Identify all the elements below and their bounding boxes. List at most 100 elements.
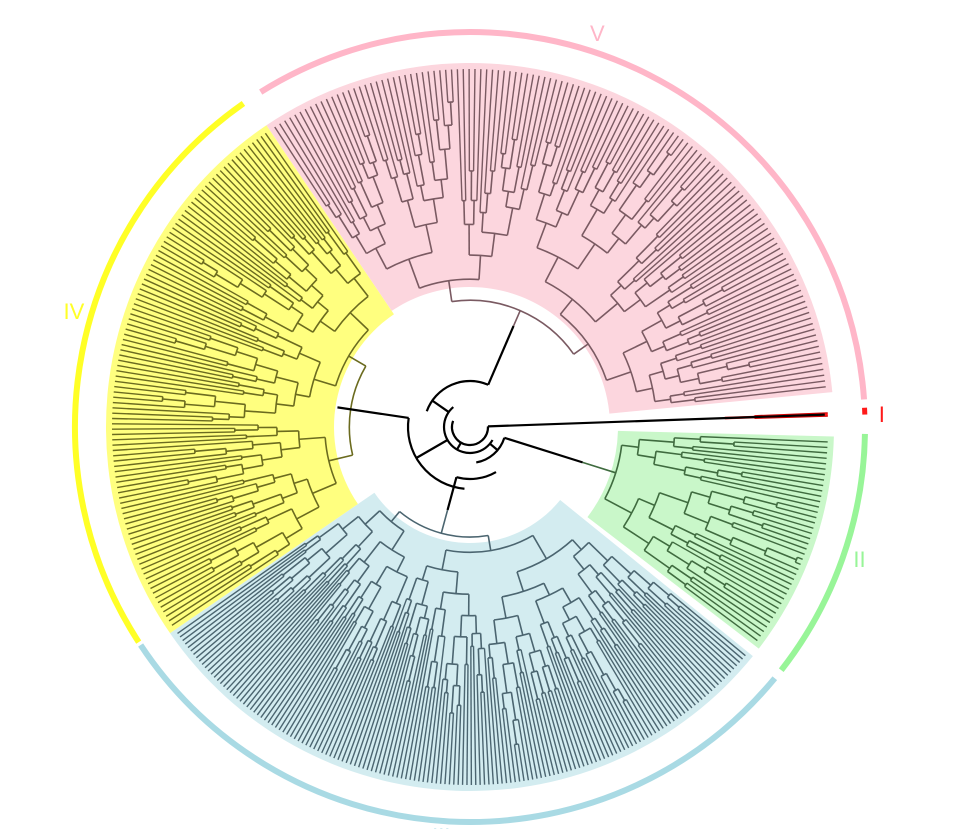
node-arc — [659, 363, 666, 380]
tip-branch — [584, 100, 619, 173]
node-branch — [424, 619, 430, 636]
clade-labels: IIIIIIIVV — [64, 21, 885, 829]
tip-branch — [400, 628, 432, 779]
tip-branch — [625, 699, 649, 738]
tip-branch — [647, 146, 693, 203]
clade-arc-v — [259, 29, 868, 400]
tip-branch — [733, 445, 828, 454]
tip-branch — [304, 108, 354, 202]
tip-branch — [130, 313, 210, 341]
tip-branch — [600, 676, 638, 745]
tip-branch — [184, 209, 286, 288]
tip-branch — [358, 86, 385, 162]
tip-branch — [472, 69, 476, 172]
node-branch — [408, 577, 418, 600]
tip-branch — [686, 582, 762, 637]
tip-branch — [114, 453, 227, 468]
node-branch — [603, 199, 614, 214]
node-arc — [405, 611, 410, 615]
tip-branch — [535, 699, 555, 776]
tip-branch — [112, 431, 235, 436]
tip-branch — [141, 525, 241, 570]
clade-sector-iv — [105, 125, 394, 634]
node-branch — [210, 337, 239, 349]
node-arc — [241, 464, 245, 474]
node-arc — [413, 632, 419, 636]
tip-branch — [347, 90, 366, 137]
node-branch — [667, 286, 693, 303]
tip-branch — [422, 687, 437, 782]
node-branch — [666, 550, 690, 566]
tip-branch — [590, 620, 661, 732]
tip-branch — [145, 527, 256, 580]
node-arc — [415, 153, 422, 157]
node-arc — [729, 537, 734, 545]
node-branch — [474, 615, 478, 634]
node-branch — [623, 526, 650, 545]
node-branch — [417, 133, 423, 155]
node-branch — [331, 588, 346, 606]
node-branch — [516, 650, 523, 673]
node-branch — [608, 181, 620, 199]
node-branch — [555, 212, 563, 228]
tip-branch — [293, 667, 336, 740]
node-branch — [675, 346, 702, 357]
tip-branch — [637, 149, 698, 223]
tip-branch — [495, 677, 508, 784]
node-arc — [316, 618, 320, 622]
tip-branch — [585, 653, 634, 747]
node-branch — [212, 554, 240, 570]
tip-branch — [353, 88, 371, 136]
node-branch — [455, 664, 459, 686]
node-branch — [691, 560, 707, 571]
node-branch — [633, 570, 652, 586]
tip-branch — [550, 690, 577, 770]
tip-branch — [480, 692, 486, 785]
node-branch — [364, 510, 381, 525]
node-branch — [561, 622, 570, 637]
node-branch — [534, 600, 545, 624]
node-branch — [363, 541, 381, 563]
node-branch — [657, 202, 675, 222]
node-branch — [414, 616, 421, 635]
node-branch — [280, 446, 300, 451]
clade-label-ii: II — [853, 547, 865, 572]
tip-branch — [163, 240, 203, 265]
tip-branch — [680, 213, 759, 272]
tip-branch — [112, 440, 253, 452]
node-arc — [731, 522, 735, 527]
tip-branch — [121, 343, 258, 378]
tip-branch — [219, 574, 327, 685]
node-branch — [355, 235, 368, 254]
node-arc — [578, 627, 591, 636]
node-arc — [574, 188, 584, 194]
node-branch — [327, 204, 337, 218]
tip-branch — [613, 618, 686, 714]
tip-branch — [137, 511, 256, 560]
node-branch — [501, 596, 507, 619]
tip-branch — [518, 686, 538, 779]
node-arc — [554, 145, 560, 148]
tip-branch — [166, 236, 205, 261]
node-branch — [440, 609, 447, 637]
node-arc — [751, 510, 755, 516]
tip-branch — [135, 298, 264, 349]
node-branch — [275, 376, 299, 384]
node-arc — [379, 510, 405, 532]
tip-branch — [274, 617, 347, 728]
tip-branch — [683, 161, 711, 191]
node-branch — [347, 625, 363, 651]
node-arc — [683, 391, 686, 396]
node-branch — [232, 375, 257, 383]
node-branch — [374, 620, 388, 648]
node-branch — [306, 547, 323, 561]
node-branch — [611, 555, 632, 575]
node-branch — [236, 541, 254, 553]
node-arc — [678, 254, 683, 260]
tip-branch — [198, 579, 294, 662]
node-branch — [264, 316, 293, 333]
node-branch — [688, 539, 721, 558]
node-branch — [352, 188, 368, 216]
node-branch — [634, 282, 648, 294]
tip-branch — [421, 72, 436, 162]
